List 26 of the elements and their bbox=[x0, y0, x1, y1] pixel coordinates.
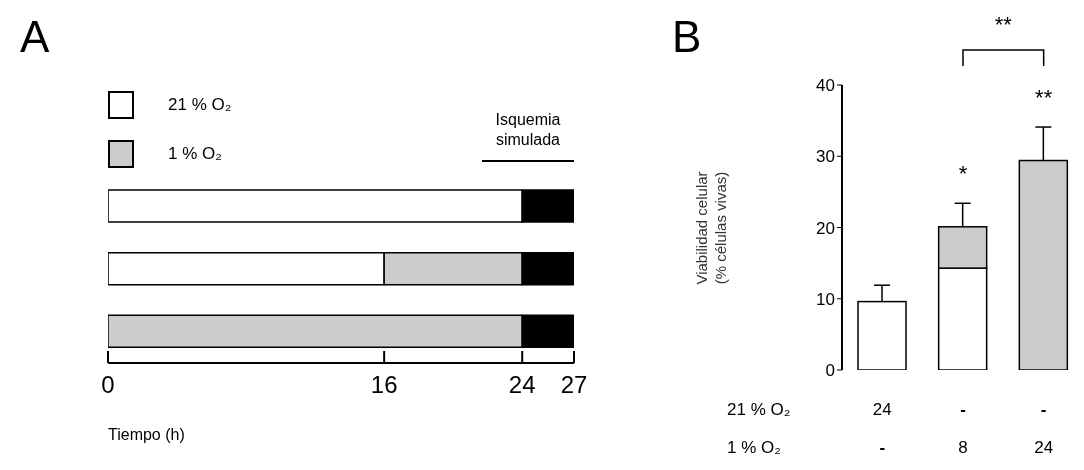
y-tick-label: 30 bbox=[816, 147, 835, 167]
text: 24 bbox=[871, 400, 893, 420]
x-tick-label: 27 bbox=[560, 371, 588, 398]
text: ** bbox=[993, 12, 1013, 38]
legend-label: 21 % O₂ bbox=[168, 94, 232, 115]
text: 8 bbox=[957, 438, 969, 458]
chart-title: B bbox=[672, 12, 702, 62]
y-tick-label: 10 bbox=[816, 289, 835, 309]
text: - bbox=[959, 400, 967, 420]
y-tick-label: 20 bbox=[816, 218, 835, 238]
legend-label: 1 % O₂ bbox=[168, 143, 222, 164]
x-tick-label: 0 bbox=[101, 371, 115, 398]
text: - bbox=[878, 438, 887, 458]
text: Isquemia simulada bbox=[482, 110, 574, 162]
text: 24 bbox=[1033, 438, 1055, 458]
annotation: ** bbox=[1034, 85, 1054, 112]
text: 1 % O₂ bbox=[727, 438, 781, 458]
chart-title: A bbox=[20, 12, 50, 62]
text: 21 % O₂ bbox=[727, 400, 791, 420]
y-axis-title: Viabilidad celular (% células vivas) bbox=[692, 170, 730, 287]
annotation: * bbox=[957, 161, 969, 188]
text: - bbox=[1039, 400, 1048, 420]
x-axis-title: Tiempo (h) bbox=[108, 426, 185, 444]
x-tick-label: 24 bbox=[508, 371, 536, 398]
y-tick-label: 40 bbox=[816, 76, 835, 96]
x-tick-label: 16 bbox=[370, 371, 398, 398]
